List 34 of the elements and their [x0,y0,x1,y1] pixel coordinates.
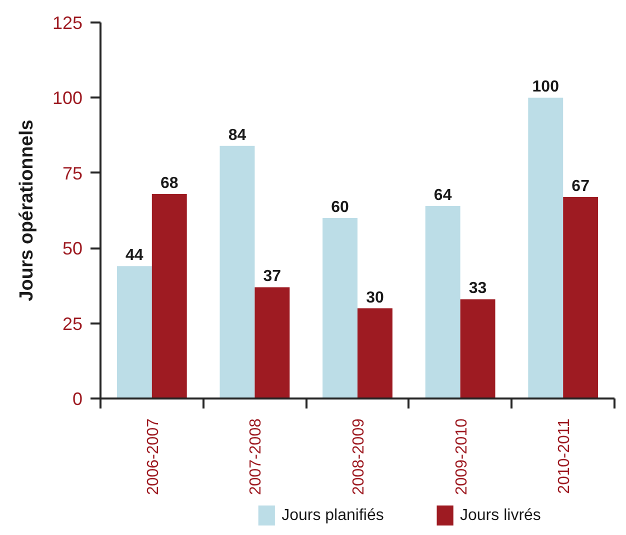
y-tick-label: 125 [52,13,83,33]
bar [152,194,187,398]
x-tick-label: 2006-2007 [144,418,162,496]
y-tick-label: 25 [62,314,83,334]
bar [220,146,255,398]
bar [425,206,460,398]
bar [528,98,564,398]
x-tick-label: 2008-2009 [350,418,368,496]
x-tick-label: 2009-2010 [453,418,470,496]
data-label: 30 [366,289,384,306]
legend-label: Jours planifiés [282,507,384,524]
data-label: 37 [263,268,282,286]
data-label: 68 [160,174,178,192]
bar [563,196,598,398]
y-tick-label: 50 [62,238,83,259]
data-label: 67 [572,178,590,195]
y-tick-label: 100 [52,88,83,108]
legend-label: Jours livrés [460,507,541,524]
bar [460,299,496,398]
x-tick-label: 2010-2011 [556,418,574,494]
bar [254,287,290,398]
data-label: 60 [331,199,350,216]
y-tick-label: 75 [62,163,83,184]
bar [322,218,358,398]
bar [116,266,152,398]
y-axis-title: Jours opérationnels [16,120,38,302]
data-label: 64 [434,186,452,204]
bar [358,308,392,398]
data-label: 100 [532,78,560,96]
y-tick-label: 0 [72,389,83,409]
data-label: 84 [228,126,246,144]
data-label: 33 [468,280,487,298]
data-label: 44 [126,247,144,264]
x-tick-label: 2007-2008 [248,418,265,496]
